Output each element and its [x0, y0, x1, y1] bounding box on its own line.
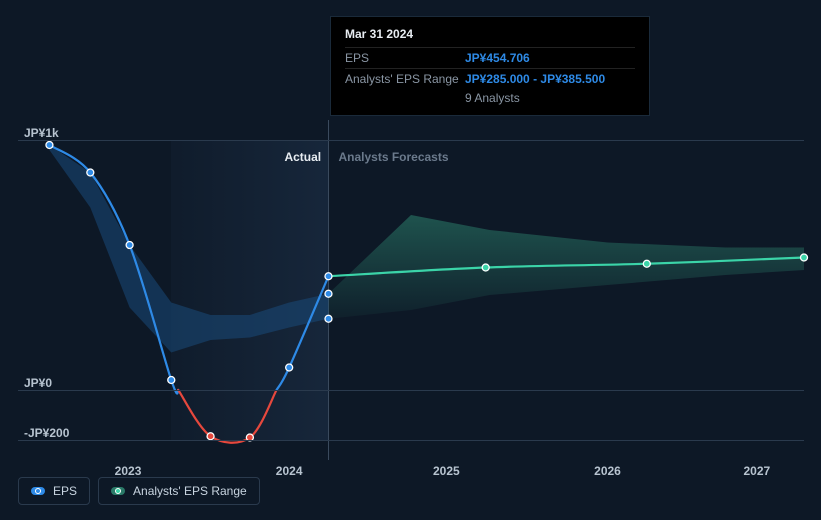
tooltip-range-sep: -: [530, 72, 541, 86]
x-axis-label: 2026: [594, 464, 621, 478]
legend-swatch-eps: [31, 487, 45, 495]
y-axis-label: JP¥1k: [24, 126, 59, 140]
tooltip-row-range: Analysts' EPS Range JP¥285.000 - JP¥385.…: [345, 68, 635, 89]
legend-item-range[interactable]: Analysts' EPS Range: [98, 477, 260, 505]
tooltip-row-eps: EPS JP¥454.706: [345, 47, 635, 68]
legend-swatch-range: [111, 487, 125, 495]
tooltip-range-lo: JP¥285.000: [465, 72, 530, 86]
tooltip-value-range: JP¥285.000 - JP¥385.500: [465, 72, 605, 86]
chart-svg[interactable]: [18, 120, 804, 460]
tooltip-key: EPS: [345, 51, 465, 65]
x-axis-label: 2023: [115, 464, 142, 478]
x-axis-label: 2024: [276, 464, 303, 478]
gridline: [18, 390, 804, 391]
gridline: [18, 140, 804, 141]
tooltip-date: Mar 31 2024: [345, 27, 635, 41]
legend-label: Analysts' EPS Range: [133, 484, 247, 498]
x-axis-label: 2027: [743, 464, 770, 478]
tooltip-analyst-count: 9 Analysts: [465, 89, 635, 105]
y-axis-label: JP¥0: [24, 376, 52, 390]
x-axis-label: 2025: [433, 464, 460, 478]
tooltip-range-hi: JP¥385.500: [540, 72, 605, 86]
chart-tooltip: Mar 31 2024 EPS JP¥454.706 Analysts' EPS…: [330, 16, 650, 116]
chart-legend: EPS Analysts' EPS Range: [18, 477, 260, 505]
legend-label: EPS: [53, 484, 77, 498]
gridline: [18, 440, 804, 441]
y-axis-label: -JP¥200: [24, 426, 69, 440]
tooltip-value: JP¥454.706: [465, 51, 530, 65]
tooltip-key: Analysts' EPS Range: [345, 72, 465, 86]
legend-item-eps[interactable]: EPS: [18, 477, 90, 505]
eps-chart: Actual Analysts Forecasts JP¥1kJP¥0-JP¥2…: [18, 120, 804, 460]
